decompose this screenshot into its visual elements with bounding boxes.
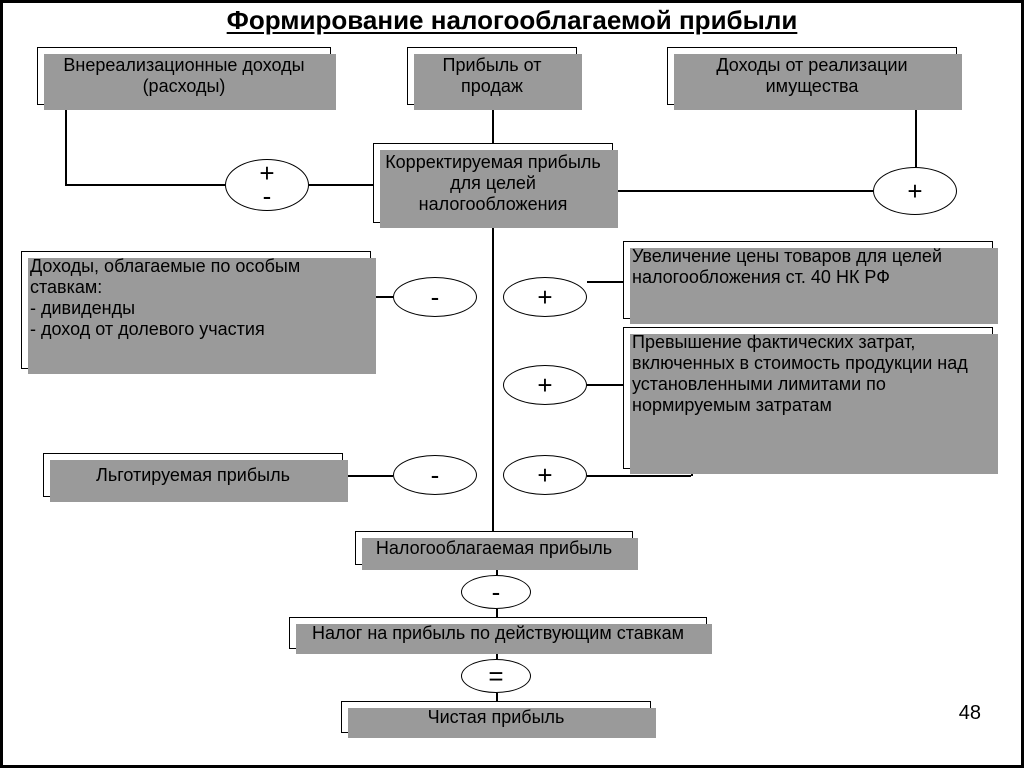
node-taxable-profit: Налогооблагаемая прибыль — [355, 531, 633, 565]
diagram-title: Формирование налогооблагаемой прибыли — [3, 5, 1021, 36]
edge — [587, 475, 691, 477]
op-symbol: - — [492, 577, 501, 608]
edge — [587, 281, 623, 283]
edge — [492, 223, 494, 531]
op-plus-right: + — [873, 167, 957, 215]
op-symbol: + — [537, 460, 552, 491]
edge — [496, 609, 498, 617]
node-label: Доходы от реализации имущества — [676, 55, 948, 97]
op-symbol: + — [537, 370, 552, 401]
op-symbol: + — [537, 282, 552, 313]
edge — [492, 105, 494, 143]
node-nonoperating-income: Внереализационные доходы (расходы) — [37, 47, 331, 105]
op-plus-3: + — [503, 455, 587, 495]
node-special-rate-income: Доходы, облагаемые по особым ставкам: - … — [21, 251, 371, 369]
op-minus-1: - — [393, 277, 477, 317]
op-symbol: - — [431, 460, 440, 491]
edge — [587, 384, 623, 386]
edge — [343, 475, 393, 477]
op-symbol: - — [263, 185, 272, 208]
node-label: Превышение фактических затрат, включенны… — [632, 332, 984, 416]
op-equals: = — [461, 659, 531, 693]
node-net-profit: Чистая прибыль — [341, 701, 651, 733]
node-asset-income: Доходы от реализации имущества — [667, 47, 957, 105]
diagram-canvas: Формирование налогооблагаемой прибыли Вн… — [0, 0, 1024, 768]
op-plus-minus: + - — [225, 159, 309, 211]
node-label: Внереализационные доходы (расходы) — [46, 55, 322, 97]
node-label: Увеличение цены товаров для целей налого… — [632, 246, 984, 288]
node-preferential-profit: Льготируемая прибыль — [43, 453, 343, 497]
node-label: Доходы, облагаемые по особым ставкам: - … — [30, 256, 362, 340]
node-label: Налог на прибыль по действующим ставкам — [312, 623, 684, 644]
op-minus-3: - — [461, 575, 531, 609]
op-plus-1: + — [503, 277, 587, 317]
node-label: Налогооблагаемая прибыль — [376, 538, 612, 559]
op-symbol: - — [431, 282, 440, 313]
node-excess-costs: Превышение фактических затрат, включенны… — [623, 327, 993, 469]
edge — [309, 184, 373, 186]
node-sales-profit: Прибыль от продаж — [407, 47, 577, 105]
edge — [496, 693, 498, 701]
node-label: Льготируемая прибыль — [96, 465, 290, 486]
edge — [915, 105, 917, 167]
edge — [65, 105, 67, 185]
node-adjusted-profit: Корректируемая прибыль для целей налогоо… — [373, 143, 613, 223]
node-profit-tax: Налог на прибыль по действующим ставкам — [289, 617, 707, 649]
node-label: Чистая прибыль — [428, 707, 565, 728]
edge — [65, 184, 225, 186]
page-number: 48 — [959, 702, 981, 725]
op-symbol: = — [488, 661, 503, 692]
node-label: Корректируемая прибыль для целей налогоо… — [382, 152, 604, 215]
op-minus-2: - — [393, 455, 477, 495]
node-label: Прибыль от продаж — [416, 55, 568, 97]
op-symbol: + — [907, 176, 922, 207]
edge — [613, 190, 873, 192]
node-price-increase: Увеличение цены товаров для целей налого… — [623, 241, 993, 319]
op-plus-2: + — [503, 365, 587, 405]
